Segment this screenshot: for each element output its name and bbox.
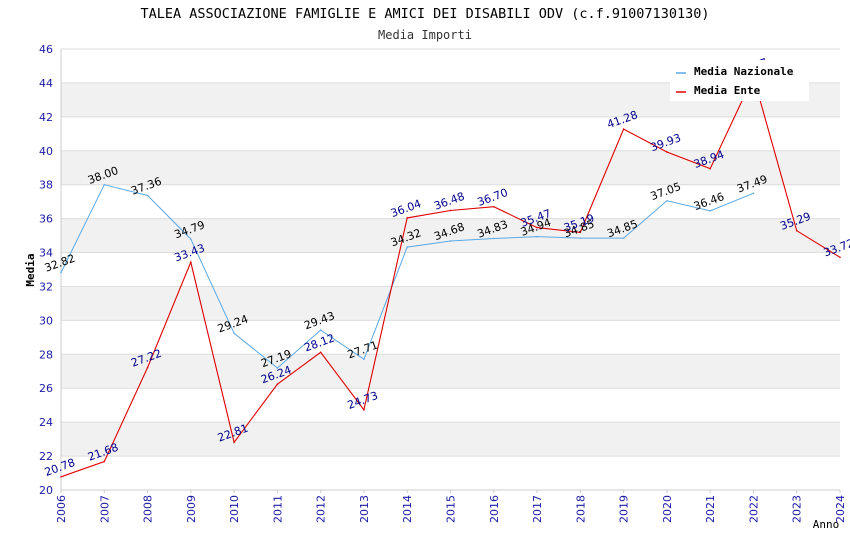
y-tick-label: 22	[39, 450, 53, 463]
x-tick-label: 2015	[445, 495, 458, 523]
data-point-media-nazionale	[363, 358, 365, 361]
data-point-media-ente	[492, 205, 495, 208]
legend-box	[670, 60, 809, 101]
data-point-media-nazionale	[406, 246, 409, 248]
y-axis-label: Media	[24, 253, 37, 286]
x-tick-label: 2024	[834, 495, 847, 523]
data-point-media-nazionale	[579, 237, 582, 239]
data-label-media-ente: 36.04	[389, 197, 423, 220]
y-tick-label: 42	[39, 111, 53, 124]
y-tick-label: 28	[39, 348, 53, 361]
data-point-media-nazionale	[319, 329, 322, 331]
data-point-media-ente	[363, 408, 365, 411]
x-tick-label: 2016	[488, 495, 501, 523]
y-tick-label: 32	[39, 280, 53, 293]
data-point-media-nazionale	[60, 271, 62, 274]
y-tick-label: 20	[39, 484, 53, 497]
data-point-media-ente	[449, 209, 452, 212]
x-tick-label: 2019	[618, 495, 631, 523]
data-point-media-nazionale	[709, 210, 711, 212]
data-point-media-nazionale	[752, 192, 755, 195]
data-label-media-ente: 36.70	[476, 186, 510, 209]
data-point-media-nazionale	[103, 183, 106, 186]
data-point-media-nazionale	[492, 237, 495, 240]
plot-background-bands	[61, 82, 840, 457]
x-tick-label: 2022	[747, 495, 760, 523]
data-point-media-ente	[103, 460, 106, 463]
data-point-media-ente	[536, 226, 538, 229]
data-point-media-ente	[666, 151, 668, 153]
data-point-media-nazionale	[233, 332, 235, 335]
x-tick-label: 2011	[271, 495, 284, 523]
y-tick-label: 38	[39, 179, 53, 192]
x-tick-label: 2010	[228, 495, 241, 523]
y-tick-label: 34	[39, 247, 53, 260]
data-point-media-nazionale	[666, 200, 668, 202]
data-point-media-ente	[60, 475, 62, 478]
legend: Media Nazionale Media Ente	[670, 60, 809, 101]
grid-band	[61, 218, 840, 253]
x-tick-label: 2023	[791, 495, 804, 523]
data-point-media-ente	[622, 128, 625, 130]
data-point-media-ente	[795, 229, 798, 232]
series-line-media-ente	[60, 75, 841, 478]
x-tick-label: 2008	[142, 495, 155, 523]
x-tick-label: 2007	[98, 495, 111, 523]
data-label-media-ente: 28.12	[302, 331, 336, 354]
grid-band	[61, 354, 840, 389]
x-tick-label: 2020	[661, 495, 674, 523]
data-point-media-ente	[709, 167, 711, 170]
data-point-media-ente	[579, 231, 582, 234]
y-tick-label: 24	[39, 416, 53, 429]
y-tick-label: 46	[39, 43, 53, 56]
data-point-media-ente	[233, 441, 235, 444]
chart-subtitle: Media Importi	[378, 28, 472, 42]
data-point-media-ente	[190, 261, 192, 264]
grid-band	[61, 422, 840, 457]
y-tick-label: 40	[39, 145, 53, 158]
data-point-media-nazionale	[622, 237, 625, 239]
x-tick-label: 2009	[185, 495, 198, 523]
grid-band	[61, 286, 840, 321]
data-point-media-nazionale	[449, 240, 452, 242]
y-tick-label: 44	[39, 77, 53, 90]
chart-title: TALEA ASSOCIAZIONE FAMIGLIE E AMICI DEI …	[141, 6, 710, 22]
data-point-media-ente	[276, 383, 279, 385]
data-point-media-nazionale	[146, 194, 149, 197]
series-layer	[60, 75, 841, 478]
legend-label-media-nazionale: Media Nazionale	[694, 65, 794, 78]
x-tick-label: 2006	[55, 495, 68, 523]
data-point-media-ente	[146, 366, 149, 369]
x-axis-label: Anno	[813, 518, 840, 531]
x-tick-label: 2018	[574, 495, 587, 523]
data-point-media-ente	[406, 217, 409, 219]
x-tick-label: 2013	[358, 495, 371, 523]
data-point-media-nazionale	[190, 238, 192, 240]
data-point-media-ente	[839, 256, 841, 259]
x-tick-label: 2017	[531, 495, 544, 523]
y-tick-label: 26	[39, 382, 53, 395]
legend-label-media-ente: Media Ente	[694, 84, 761, 97]
y-tick-label: 36	[39, 213, 53, 226]
y-tick-label: 30	[39, 314, 53, 327]
data-point-media-nazionale	[536, 235, 538, 238]
data-point-media-ente	[319, 351, 322, 354]
x-tick-label: 2012	[315, 495, 328, 523]
x-tick-label: 2021	[704, 495, 717, 523]
x-tick-label: 2014	[401, 495, 414, 523]
data-label-media-nazionale: 36.46	[692, 190, 726, 213]
data-point-media-nazionale	[276, 367, 279, 369]
